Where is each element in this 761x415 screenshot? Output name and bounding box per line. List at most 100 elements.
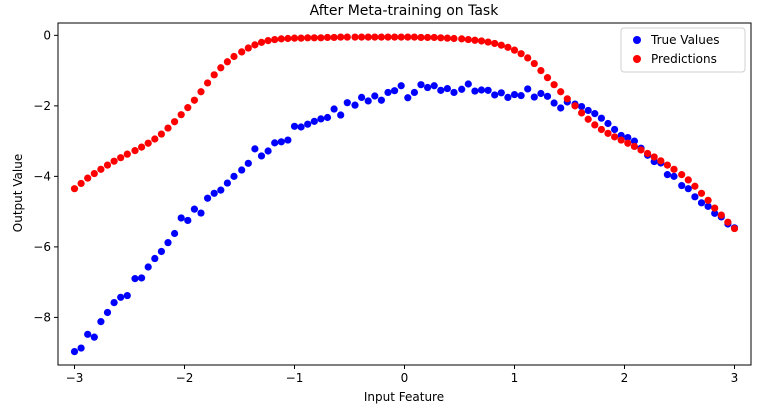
data-point — [591, 121, 599, 129]
data-point — [563, 95, 571, 103]
data-point — [304, 120, 312, 128]
data-point — [190, 205, 198, 213]
data-point — [323, 33, 332, 42]
data-point — [317, 115, 325, 123]
data-point — [384, 33, 392, 41]
data-point — [330, 105, 338, 113]
data-point — [184, 104, 192, 112]
data-point — [424, 33, 432, 42]
data-point — [410, 33, 418, 41]
data-point — [711, 209, 719, 217]
data-point — [637, 146, 645, 154]
data-point — [351, 33, 359, 41]
data-point — [464, 80, 472, 88]
data-point — [417, 33, 425, 42]
data-point — [611, 133, 619, 141]
data-point — [578, 102, 586, 111]
data-point — [230, 52, 238, 61]
data-point — [650, 153, 658, 161]
data-point — [591, 110, 599, 118]
data-point — [617, 136, 625, 144]
data-point — [497, 89, 505, 97]
data-point — [410, 88, 418, 97]
data-point — [358, 33, 366, 41]
x-tick-label: 3 — [731, 371, 739, 385]
data-point — [151, 135, 159, 143]
y-tick-label: −2 — [33, 99, 51, 113]
data-point — [97, 165, 105, 173]
data-point — [364, 97, 372, 105]
data-point — [70, 185, 79, 193]
data-point — [663, 161, 672, 169]
data-point — [144, 263, 152, 271]
data-point — [611, 125, 619, 134]
data-point — [264, 147, 272, 155]
data-point — [644, 149, 652, 158]
data-point — [217, 186, 225, 194]
data-point — [271, 35, 279, 44]
data-point — [190, 96, 198, 104]
data-point — [210, 189, 218, 197]
x-tick-label: 0 — [401, 371, 409, 385]
data-point — [117, 293, 125, 301]
data-point — [277, 138, 285, 146]
data-point — [663, 171, 672, 179]
y-axis-label: Output Value — [11, 154, 25, 232]
y-tick-label: −6 — [33, 240, 51, 254]
data-point — [197, 209, 205, 217]
y-tick-label: −8 — [33, 310, 51, 324]
y-tick-label: 0 — [43, 28, 51, 42]
data-point — [584, 106, 592, 115]
data-point — [443, 84, 451, 93]
data-point — [630, 142, 639, 151]
data-point — [217, 64, 225, 72]
data-point — [657, 157, 665, 165]
data-point — [84, 330, 92, 338]
data-point — [704, 196, 712, 204]
data-point — [604, 129, 612, 137]
data-point — [530, 93, 538, 101]
data-point — [471, 36, 479, 44]
data-point — [70, 348, 79, 356]
x-tick-label: 2 — [621, 371, 629, 385]
data-point — [310, 34, 318, 42]
data-point — [730, 224, 739, 233]
x-tick-label: −1 — [286, 371, 304, 385]
data-point — [330, 33, 338, 42]
data-point — [377, 33, 385, 41]
data-point — [223, 58, 231, 66]
data-point — [391, 87, 399, 95]
data-point — [157, 130, 165, 138]
data-point — [103, 161, 112, 169]
data-point — [471, 87, 479, 95]
data-point — [697, 189, 706, 197]
data-point — [271, 139, 279, 147]
legend-marker — [633, 36, 641, 44]
data-point — [437, 34, 445, 42]
data-point — [530, 59, 538, 68]
data-point — [358, 93, 366, 101]
data-point — [277, 35, 285, 43]
data-point — [310, 117, 318, 125]
data-point — [351, 101, 359, 109]
data-point — [144, 139, 152, 147]
data-point — [251, 145, 259, 153]
data-point — [691, 182, 699, 190]
data-point — [290, 122, 299, 130]
data-point — [443, 34, 451, 42]
data-point — [504, 93, 512, 101]
data-point — [171, 118, 179, 126]
data-point — [670, 172, 678, 180]
data-point — [704, 202, 712, 210]
data-point — [123, 291, 131, 300]
data-point — [251, 41, 259, 49]
data-point — [238, 166, 246, 174]
data-point — [630, 137, 639, 145]
data-point — [424, 83, 432, 92]
data-point — [550, 81, 558, 89]
data-point — [484, 38, 492, 46]
data-point — [290, 34, 299, 42]
data-point — [477, 86, 486, 94]
data-point — [184, 216, 192, 225]
